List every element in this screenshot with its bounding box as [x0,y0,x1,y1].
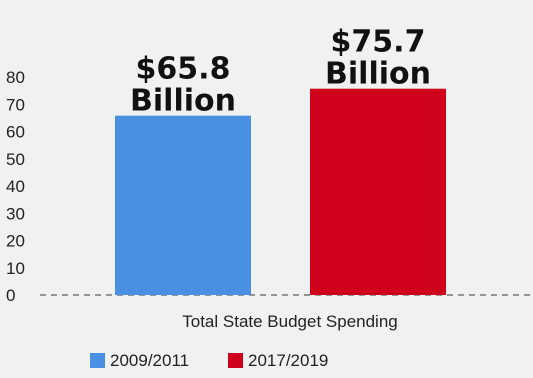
y-tick-label: 30 [6,204,25,223]
data-label-unit: Billion [130,84,236,119]
y-tick-label: 70 [6,95,25,114]
y-tick-label: 60 [6,123,25,142]
y-tick-label: 40 [6,177,25,196]
y-tick-label: 80 [6,68,25,87]
legend-label: 2017/2019 [248,351,328,370]
bar-2009-2011 [115,115,251,295]
y-tick-label: 50 [6,150,25,169]
legend-label: 2009/2011 [110,351,189,370]
y-axis-ticks: 0 10 20 30 40 50 60 70 80 [6,68,25,305]
y-tick-label: 0 [6,286,15,305]
x-axis-title: Total State Budget Spending [182,312,398,331]
y-tick-label: 10 [6,259,25,278]
bar-2017-2019 [310,88,446,295]
data-label-unit: Billion [325,57,431,92]
legend: 2009/2011 2017/2019 [90,351,328,370]
legend-swatch [90,353,105,368]
bars [115,88,446,295]
data-label-amount: $65.8 [136,52,231,87]
data-label-amount: $75.7 [331,25,426,60]
y-tick-label: 20 [6,232,25,251]
legend-swatch [228,353,243,368]
